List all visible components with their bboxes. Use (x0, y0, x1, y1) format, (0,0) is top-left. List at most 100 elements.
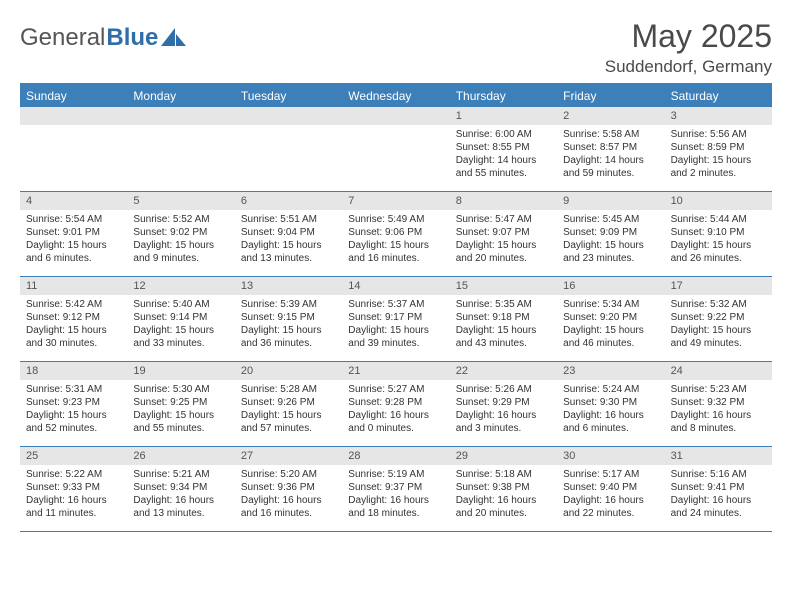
day-cell: 14Sunrise: 5:37 AMSunset: 9:17 PMDayligh… (342, 277, 449, 361)
weeks-container: 1Sunrise: 6:00 AMSunset: 8:55 PMDaylight… (20, 107, 772, 532)
day-cell (20, 107, 127, 191)
title-block: May 2025 Suddendorf, Germany (605, 18, 772, 77)
day-number: 25 (20, 447, 127, 465)
sunset-text: Sunset: 9:20 PM (563, 311, 658, 324)
weekday-header: Sunday (20, 85, 127, 107)
day-cell: 18Sunrise: 5:31 AMSunset: 9:23 PMDayligh… (20, 362, 127, 446)
daylight-text: Daylight: 15 hours and 52 minutes. (26, 409, 121, 435)
sunrise-text: Sunrise: 5:19 AM (348, 468, 443, 481)
sunset-text: Sunset: 9:41 PM (671, 481, 766, 494)
daylight-text: Daylight: 15 hours and 39 minutes. (348, 324, 443, 350)
sunset-text: Sunset: 9:28 PM (348, 396, 443, 409)
sunrise-text: Sunrise: 5:37 AM (348, 298, 443, 311)
location: Suddendorf, Germany (605, 57, 772, 77)
sunrise-text: Sunrise: 5:24 AM (563, 383, 658, 396)
day-cell: 29Sunrise: 5:18 AMSunset: 9:38 PMDayligh… (450, 447, 557, 531)
day-cell: 15Sunrise: 5:35 AMSunset: 9:18 PMDayligh… (450, 277, 557, 361)
day-cell: 20Sunrise: 5:28 AMSunset: 9:26 PMDayligh… (235, 362, 342, 446)
day-cell: 27Sunrise: 5:20 AMSunset: 9:36 PMDayligh… (235, 447, 342, 531)
day-body: Sunrise: 5:20 AMSunset: 9:36 PMDaylight:… (235, 465, 342, 524)
day-cell: 26Sunrise: 5:21 AMSunset: 9:34 PMDayligh… (127, 447, 234, 531)
day-cell: 7Sunrise: 5:49 AMSunset: 9:06 PMDaylight… (342, 192, 449, 276)
sunset-text: Sunset: 9:01 PM (26, 226, 121, 239)
day-body: Sunrise: 5:21 AMSunset: 9:34 PMDaylight:… (127, 465, 234, 524)
sunrise-text: Sunrise: 5:21 AM (133, 468, 228, 481)
day-body: Sunrise: 5:45 AMSunset: 9:09 PMDaylight:… (557, 210, 664, 269)
sunset-text: Sunset: 9:15 PM (241, 311, 336, 324)
day-number: 21 (342, 362, 449, 380)
day-cell: 24Sunrise: 5:23 AMSunset: 9:32 PMDayligh… (665, 362, 772, 446)
sunset-text: Sunset: 9:26 PM (241, 396, 336, 409)
sunset-text: Sunset: 9:36 PM (241, 481, 336, 494)
daylight-text: Daylight: 15 hours and 55 minutes. (133, 409, 228, 435)
sunset-text: Sunset: 9:34 PM (133, 481, 228, 494)
sunrise-text: Sunrise: 5:32 AM (671, 298, 766, 311)
daylight-text: Daylight: 15 hours and 26 minutes. (671, 239, 766, 265)
sunset-text: Sunset: 9:23 PM (26, 396, 121, 409)
sunset-text: Sunset: 9:02 PM (133, 226, 228, 239)
week-row: 11Sunrise: 5:42 AMSunset: 9:12 PMDayligh… (20, 277, 772, 362)
day-body: Sunrise: 5:32 AMSunset: 9:22 PMDaylight:… (665, 295, 772, 354)
sunrise-text: Sunrise: 5:56 AM (671, 128, 766, 141)
day-cell: 19Sunrise: 5:30 AMSunset: 9:25 PMDayligh… (127, 362, 234, 446)
day-cell: 23Sunrise: 5:24 AMSunset: 9:30 PMDayligh… (557, 362, 664, 446)
day-cell: 12Sunrise: 5:40 AMSunset: 9:14 PMDayligh… (127, 277, 234, 361)
sunrise-text: Sunrise: 5:28 AM (241, 383, 336, 396)
sunset-text: Sunset: 9:14 PM (133, 311, 228, 324)
day-body: Sunrise: 5:40 AMSunset: 9:14 PMDaylight:… (127, 295, 234, 354)
day-number: 24 (665, 362, 772, 380)
weekday-header: Tuesday (235, 85, 342, 107)
calendar: Sunday Monday Tuesday Wednesday Thursday… (20, 83, 772, 532)
day-number: 17 (665, 277, 772, 295)
day-number: 16 (557, 277, 664, 295)
day-cell: 5Sunrise: 5:52 AMSunset: 9:02 PMDaylight… (127, 192, 234, 276)
sunset-text: Sunset: 9:09 PM (563, 226, 658, 239)
day-cell: 4Sunrise: 5:54 AMSunset: 9:01 PMDaylight… (20, 192, 127, 276)
sunrise-text: Sunrise: 6:00 AM (456, 128, 551, 141)
day-cell: 30Sunrise: 5:17 AMSunset: 9:40 PMDayligh… (557, 447, 664, 531)
daylight-text: Daylight: 15 hours and 57 minutes. (241, 409, 336, 435)
sunset-text: Sunset: 9:17 PM (348, 311, 443, 324)
daylight-text: Daylight: 15 hours and 33 minutes. (133, 324, 228, 350)
day-number (20, 107, 127, 125)
sunset-text: Sunset: 9:07 PM (456, 226, 551, 239)
sunrise-text: Sunrise: 5:44 AM (671, 213, 766, 226)
week-row: 1Sunrise: 6:00 AMSunset: 8:55 PMDaylight… (20, 107, 772, 192)
day-body: Sunrise: 5:28 AMSunset: 9:26 PMDaylight:… (235, 380, 342, 439)
day-cell: 3Sunrise: 5:56 AMSunset: 8:59 PMDaylight… (665, 107, 772, 191)
day-number: 23 (557, 362, 664, 380)
sunset-text: Sunset: 9:37 PM (348, 481, 443, 494)
day-number: 22 (450, 362, 557, 380)
day-body: Sunrise: 5:17 AMSunset: 9:40 PMDaylight:… (557, 465, 664, 524)
daylight-text: Daylight: 15 hours and 36 minutes. (241, 324, 336, 350)
day-body: Sunrise: 6:00 AMSunset: 8:55 PMDaylight:… (450, 125, 557, 184)
sunrise-text: Sunrise: 5:30 AM (133, 383, 228, 396)
sunrise-text: Sunrise: 5:20 AM (241, 468, 336, 481)
day-body: Sunrise: 5:51 AMSunset: 9:04 PMDaylight:… (235, 210, 342, 269)
day-body: Sunrise: 5:27 AMSunset: 9:28 PMDaylight:… (342, 380, 449, 439)
daylight-text: Daylight: 15 hours and 23 minutes. (563, 239, 658, 265)
day-number: 26 (127, 447, 234, 465)
week-row: 25Sunrise: 5:22 AMSunset: 9:33 PMDayligh… (20, 447, 772, 532)
logo-text-2: Blue (106, 24, 158, 52)
day-cell (342, 107, 449, 191)
sunset-text: Sunset: 9:25 PM (133, 396, 228, 409)
day-number: 27 (235, 447, 342, 465)
daylight-text: Daylight: 16 hours and 24 minutes. (671, 494, 766, 520)
daylight-text: Daylight: 16 hours and 16 minutes. (241, 494, 336, 520)
day-number: 9 (557, 192, 664, 210)
day-body: Sunrise: 5:31 AMSunset: 9:23 PMDaylight:… (20, 380, 127, 439)
sunset-text: Sunset: 8:57 PM (563, 141, 658, 154)
sunrise-text: Sunrise: 5:23 AM (671, 383, 766, 396)
day-cell: 6Sunrise: 5:51 AMSunset: 9:04 PMDaylight… (235, 192, 342, 276)
sunrise-text: Sunrise: 5:26 AM (456, 383, 551, 396)
day-body: Sunrise: 5:19 AMSunset: 9:37 PMDaylight:… (342, 465, 449, 524)
header: General Blue May 2025 Suddendorf, German… (20, 18, 772, 77)
sunrise-text: Sunrise: 5:35 AM (456, 298, 551, 311)
sunrise-text: Sunrise: 5:34 AM (563, 298, 658, 311)
daylight-text: Daylight: 16 hours and 11 minutes. (26, 494, 121, 520)
week-row: 4Sunrise: 5:54 AMSunset: 9:01 PMDaylight… (20, 192, 772, 277)
daylight-text: Daylight: 16 hours and 3 minutes. (456, 409, 551, 435)
day-number: 1 (450, 107, 557, 125)
sunset-text: Sunset: 9:18 PM (456, 311, 551, 324)
